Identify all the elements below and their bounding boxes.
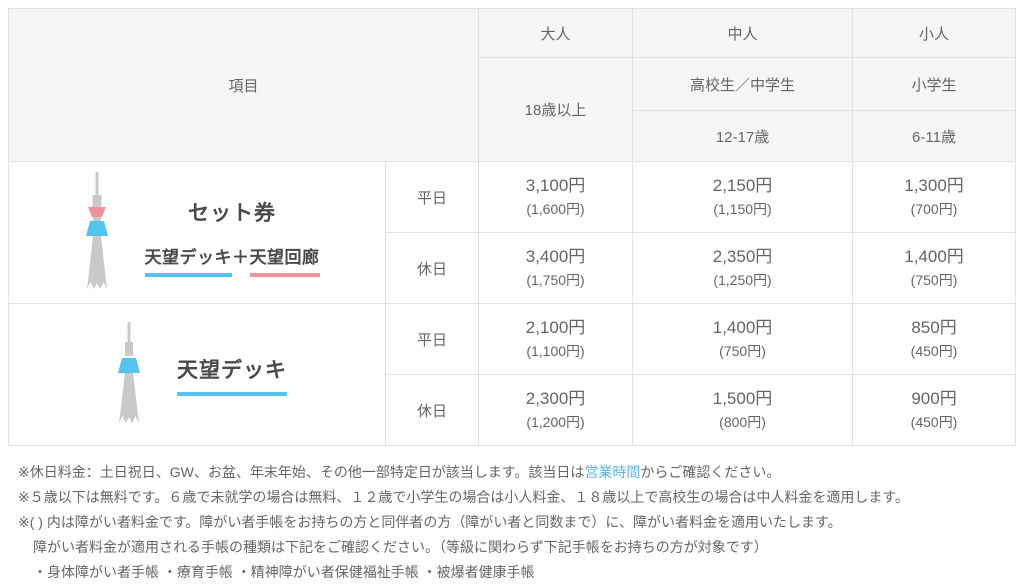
day-cell: 休日 [384,374,480,446]
admission-price-table: 項目 大人 中人 小人 18歳以上 高校生／中学生 小学生 12-17歳 6-1… [7,8,1017,446]
price-cell-set-holiday-small: 1,400円 (750円) [852,232,1017,304]
price-disability-value: (750円) [719,343,766,359]
price-value: 850円 [911,318,957,337]
price-cell-deck-holiday-middle: 1,500円 (800円) [632,374,854,446]
price-value: 1,400円 [904,247,964,266]
header-middle-age: 12-17歳 [632,110,854,162]
note-certificate-types-intro: 障がい者料金が適用される手帳の種類は下記をご確認ください。（等級に関わらず下記手… [33,539,768,555]
note-text: ※休日料金：土日祝日、GW、お盆、年末年始、その他一部特定日が該当します。該当日… [18,464,585,480]
price-cell-set-weekday-small: 1,300円 (700円) [852,161,1017,233]
note-age-rules: ※５歳以下は無料です。６歳で未就学の場合は無料、１２歳で小学生の場合は小人料金、… [18,489,909,505]
day-cell: 平日 [384,303,480,375]
price-disability-value: (800円) [719,414,766,430]
price-cell-set-weekday-adult: 3,100円 (1,600円) [478,161,634,233]
price-value: 2,100円 [525,318,586,337]
footnotes: ※休日料金：土日祝日、GW、お盆、年末年始、その他一部特定日が該当します。該当日… [18,460,1015,585]
group-deck-label-cell: 天望デッキ [8,303,386,446]
header-small-group: 小学生 [852,57,1017,111]
table-row: セット券 天望デッキ＋天望回廊 平日 3,100円 (1,600円) 2,150… [8,161,1017,304]
group-set-label-cell: セット券 天望デッキ＋天望回廊 [8,161,386,304]
price-disability-value: (1,100円) [526,343,585,359]
header-middle: 中人 [632,8,854,58]
note-text: からご確認ください。 [640,464,781,480]
price-value: 3,400円 [525,247,586,266]
subtitle-galleria-label: 天望回廊 [249,248,320,277]
subtitle-deck-label: 天望デッキ [144,248,232,277]
header-middle-group: 高校生／中学生 [632,57,854,111]
price-value: 900円 [911,389,957,408]
day-cell: 休日 [384,232,480,304]
price-value: 2,350円 [712,247,773,266]
table-row: 休日 2,300円 (1,200円) 1,500円 (800円) 900円 (4… [9,374,1017,446]
header-small: 小人 [852,8,1017,58]
note-certificate-types-list: ・身体障がい者手帳 ・療育手帳 ・精神障がい者保健福祉手帳 ・被爆者健康手帳 [33,564,535,580]
price-disability-value: (450円) [910,343,958,359]
group-set-text: セット券 天望デッキ＋天望回廊 [144,197,320,277]
price-value: 2,300円 [525,389,586,408]
header-small-age: 6-11歳 [852,110,1017,162]
price-value: 3,100円 [525,176,586,195]
price-disability-value: (1,250円) [713,272,772,288]
note-holiday-definition: ※休日料金：土日祝日、GW、お盆、年末年始、その他一部特定日が該当します。該当日… [18,460,1015,485]
price-cell-deck-weekday-middle: 1,400円 (750円) [632,303,854,375]
table-row: 休日 3,400円 (1,750円) 2,350円 (1,250円) 1,400… [9,232,1017,304]
group-deck-text: 天望デッキ [177,354,287,396]
note-disability-price: ※( ) 内は障がい者料金です。障がい者手帳をお持ちの方と同伴者の方（障がい者と… [18,514,842,530]
price-disability-value: (700円) [910,201,958,217]
price-cell-deck-weekday-small: 850円 (450円) [852,303,1017,375]
business-hours-link[interactable]: 営業時間 [584,464,641,480]
skytree-set-icon [75,171,119,294]
skytree-deck-icon [107,321,151,428]
price-disability-value: (1,600円) [526,201,585,217]
price-value: 1,400円 [712,318,773,337]
price-cell-set-weekday-middle: 2,150円 (1,150円) [632,161,854,233]
price-cell-deck-holiday-adult: 2,300円 (1,200円) [478,374,634,446]
table-row: 天望デッキ 平日 2,100円 (1,100円) 1,400円 (750円) 8… [8,303,1017,446]
price-cell-set-holiday-adult: 3,400円 (1,750円) [478,232,634,304]
price-disability-value: (1,200円) [526,414,585,430]
header-adult-age: 18歳以上 [478,57,634,162]
price-value: 1,500円 [712,389,773,408]
price-cell-deck-weekday-adult: 2,100円 (1,100円) [478,303,634,375]
price-cell-set-holiday-middle: 2,350円 (1,250円) [632,232,854,304]
price-cell-deck-holiday-small: 900円 (450円) [852,374,1017,446]
group-set-title: セット券 [188,202,276,225]
subtitle-plus-label: ＋ [232,248,250,267]
price-value: 2,150円 [712,176,773,195]
price-disability-value: (750円) [910,272,958,288]
group-deck-title: 天望デッキ [177,354,287,396]
header-adult: 大人 [478,8,634,58]
group-set-subtitle: 天望デッキ＋天望回廊 [144,243,320,277]
price-disability-value: (450円) [910,414,958,430]
price-disability-value: (1,750円) [526,272,585,288]
day-cell: 平日 [384,161,480,233]
header-item: 項目 [7,8,480,162]
price-disability-value: (1,150円) [713,201,772,217]
price-value: 1,300円 [904,176,964,195]
